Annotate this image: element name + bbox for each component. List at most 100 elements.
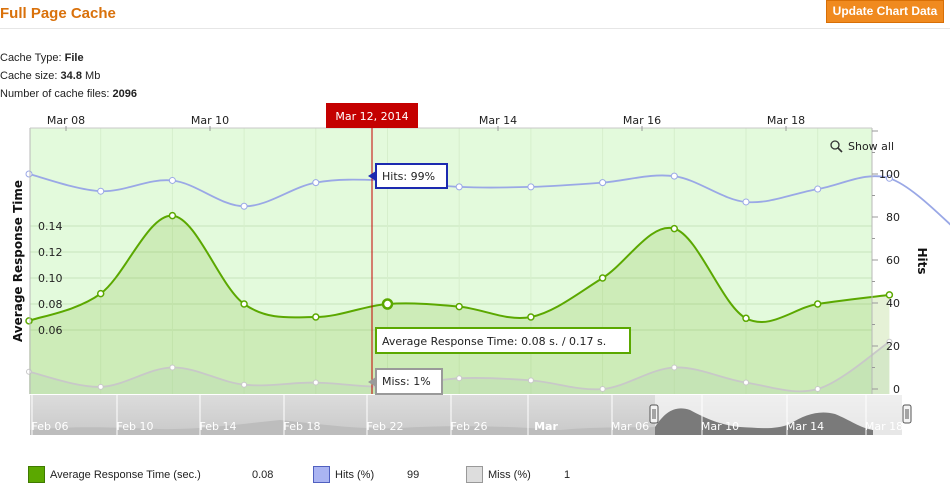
response-time-point (312, 313, 320, 321)
miss-point (26, 368, 32, 375)
hits-point (742, 198, 750, 206)
response-time-point (598, 274, 607, 282)
miss-point (241, 381, 248, 388)
cache-size-line: Cache size: 34.8 Mb (0, 70, 100, 82)
chart: 0.06 0.08 0.10 0.12 0.14 0 20 40 60 80 100 Average … (11, 103, 950, 435)
miss-tooltip-pointer (368, 377, 376, 387)
hits-point (25, 170, 33, 178)
response-time-point (96, 289, 105, 298)
navigator-tick-label: Feb 26 (451, 420, 488, 433)
legend-item-hits[interactable]: Hits (%) 99 (313, 465, 433, 485)
header: Full Page Cache Update Chart Data (0, 0, 950, 26)
response-time-point (240, 300, 248, 308)
hits-point (312, 179, 320, 187)
navigator-tick-label: Mar 18 (865, 420, 903, 433)
legend-item-miss[interactable]: Miss (%) 1 (466, 465, 586, 485)
hits-point (168, 176, 176, 184)
navigator-tick-label: Mar 14 (786, 420, 824, 433)
miss-point (814, 386, 821, 392)
hits-point (97, 187, 105, 195)
navigator-series (655, 408, 873, 435)
hits-point (885, 174, 893, 182)
legend-item-response-time[interactable]: Average Response Time (sec.) 0.08 (28, 465, 288, 485)
hits-point (814, 185, 822, 193)
x-axis-tick-label: Mar 18 (767, 114, 805, 127)
header-divider (0, 28, 950, 29)
update-chart-data-button[interactable]: Update Chart Data (826, 0, 944, 23)
hits-point (455, 183, 463, 191)
navigator-tick-label: Feb 06 (32, 420, 69, 433)
miss-point (312, 379, 319, 386)
y-left-tick-label: 0.08 (38, 298, 63, 311)
response-time-point (25, 317, 33, 325)
navigator-tick-label: Feb 18 (284, 420, 321, 433)
miss-point (169, 364, 176, 371)
hits-point (527, 183, 535, 191)
x-axis-tick-label: Mar 16 (623, 114, 661, 127)
response-time-area (29, 215, 890, 394)
y-left-tick-label: 0.14 (38, 220, 63, 233)
crosshair-date-badge (326, 103, 418, 128)
response-time-point (455, 302, 463, 311)
miss-tooltip-text: Miss: 1% (382, 375, 431, 388)
response-time-tooltip-box (375, 327, 631, 354)
cache-files-value: 2096 (112, 88, 137, 100)
zoom-icon-handle (837, 147, 843, 153)
legend-value-response-time: 0.08 (252, 469, 274, 481)
y-right-tick-label: 100 (879, 168, 900, 181)
response-time-point (168, 211, 177, 220)
navigator-tick-label: Mar (534, 420, 558, 433)
miss-point (671, 364, 678, 371)
y-left-tick-label: 0.12 (38, 246, 63, 259)
navigator-series-shade (30, 420, 655, 435)
y-right-tick-label: 0 (893, 383, 900, 396)
zoom-icon (830, 140, 840, 150)
legend-label-response-time: Average Response Time (sec.) (50, 469, 201, 481)
cache-size-unit: Mb (85, 70, 101, 82)
cache-type-line: Cache Type: File (0, 52, 84, 64)
y-right-tick-label: 20 (886, 340, 900, 353)
hits-tooltip-text: Hits: 99% (382, 170, 435, 183)
miss-point (97, 383, 104, 390)
legend-swatch-hits (313, 466, 330, 483)
y-left-axis-title: Average Response Time (11, 180, 25, 342)
navigator-tick-label: Feb 10 (117, 420, 154, 433)
hits-tooltip-pointer (368, 171, 376, 181)
legend-label-hits: Hits (%) (335, 469, 375, 481)
x-axis-tick-label: Mar 14 (479, 114, 517, 127)
y-right-tick-label: 40 (886, 297, 900, 310)
response-time-tooltip-text: Average Response Time: 0.08 s. / 0.17 s. (382, 335, 606, 348)
y-left-tick-label: 0.10 (38, 272, 63, 285)
legend-value-miss: 1 (564, 469, 571, 481)
navigator-tick-label: Mar 10 (701, 420, 739, 433)
response-time-point (885, 291, 894, 299)
hits-point (240, 202, 248, 210)
cache-type-value: File (64, 52, 84, 64)
response-time-point (742, 314, 750, 323)
miss-point (599, 386, 606, 392)
x-axis-tick-label: Mar 08 (47, 114, 85, 127)
y-right-axis-title: Hits (915, 247, 929, 274)
navigator-right-handle[interactable] (902, 404, 912, 424)
legend-swatch-response-time (28, 466, 45, 483)
miss-area (29, 341, 890, 394)
response-time-point (670, 224, 679, 233)
navigator-tick-label: Feb 22 (367, 420, 404, 433)
response-time-point (381, 298, 394, 310)
navigator-tick-label: Mar 06 (611, 420, 649, 433)
miss-point (886, 338, 893, 345)
legend-value-hits: 99 (407, 469, 420, 481)
navigator-tick-label: Feb 14 (200, 420, 237, 433)
show-all-label: Show all (848, 140, 894, 153)
navigator-left-handle[interactable] (649, 404, 659, 424)
y-right-tick-label: 80 (886, 211, 900, 224)
miss-point (527, 377, 534, 384)
y-right-tick-label: 60 (886, 254, 900, 267)
cache-files-label: Number of cache files: (0, 88, 110, 100)
cache-files-line: Number of cache files: 2096 (0, 88, 137, 100)
legend-swatch-miss (466, 466, 483, 483)
response-time-point (813, 300, 822, 308)
legend-label-miss: Miss (%) (488, 469, 531, 481)
response-time-point (527, 313, 535, 321)
hits-point (599, 179, 607, 187)
